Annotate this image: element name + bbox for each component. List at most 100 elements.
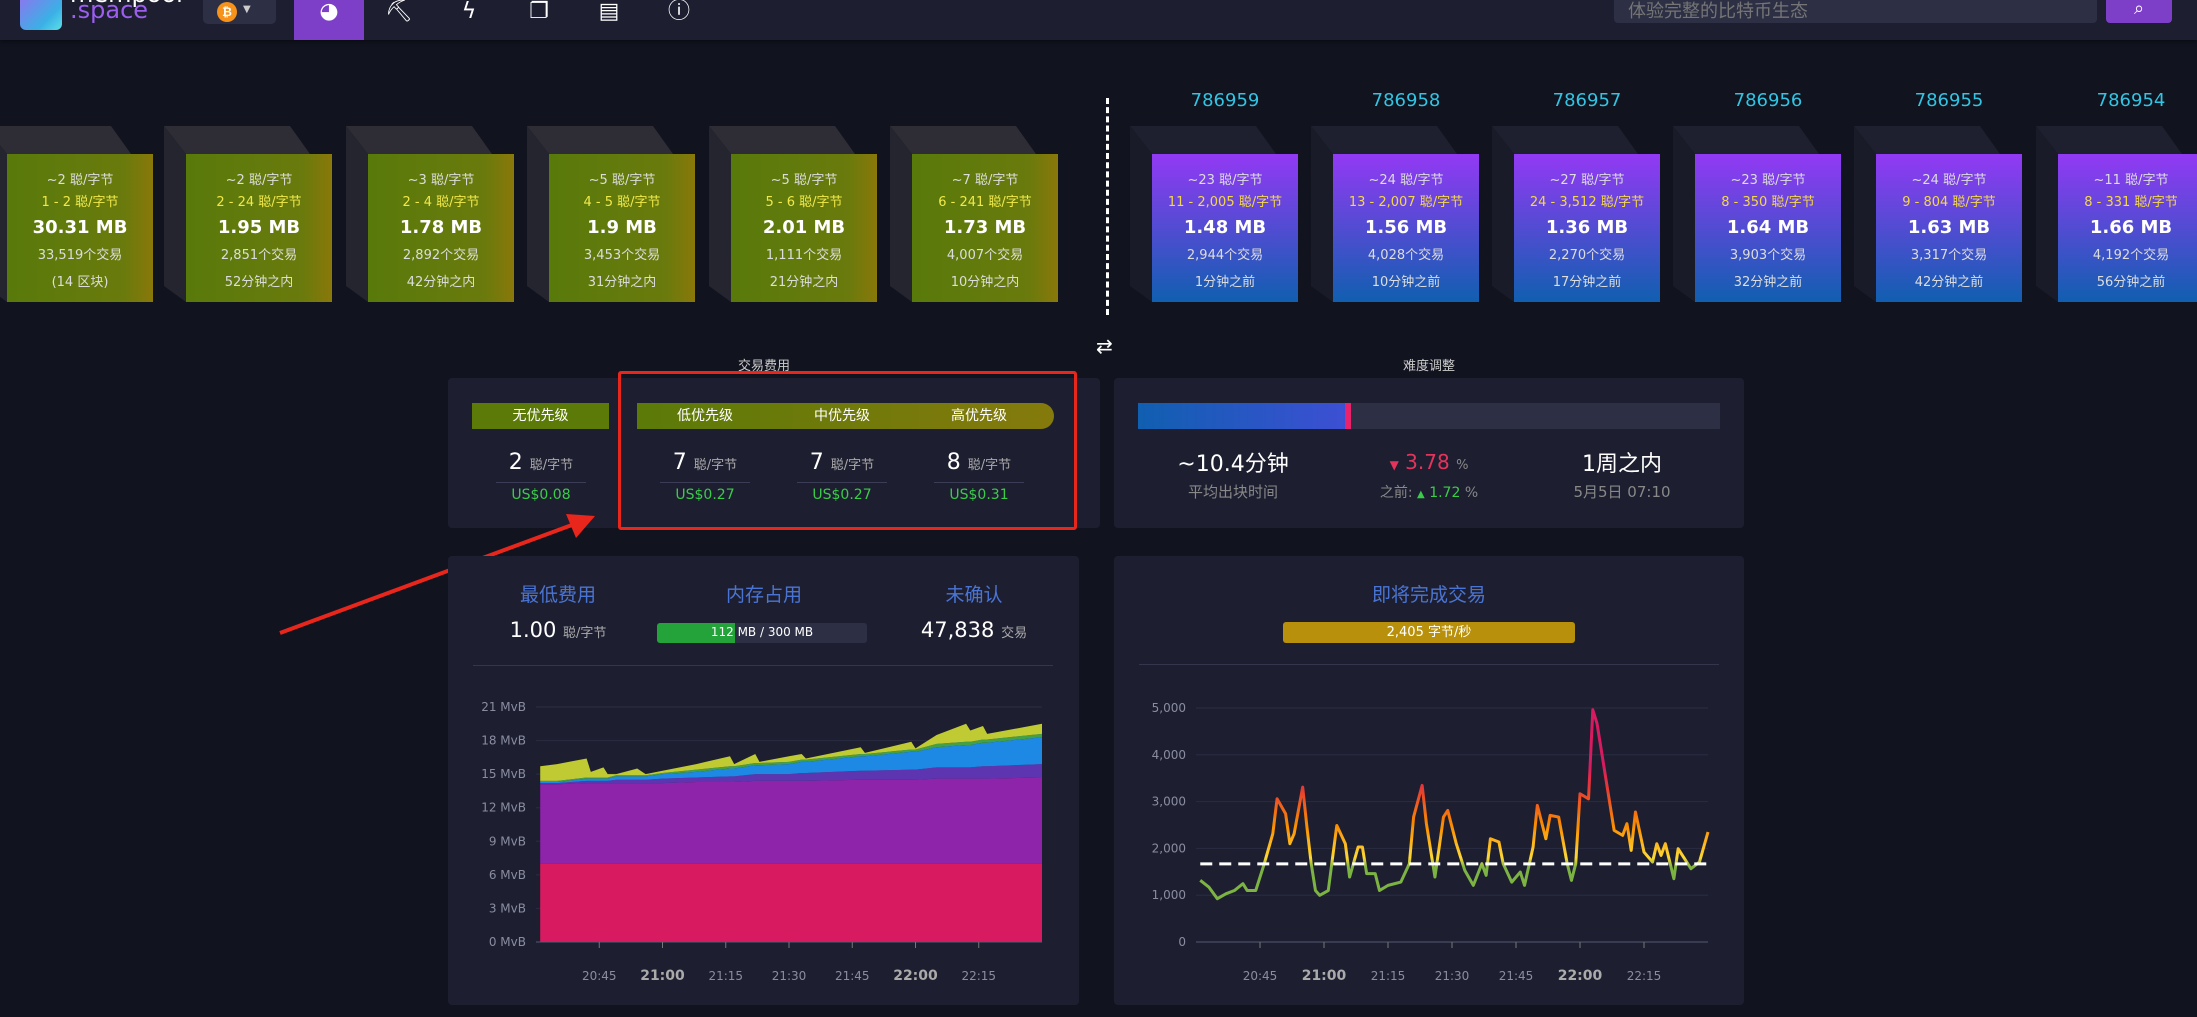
difficulty-change-value: 3.78	[1405, 450, 1450, 474]
mempool-block[interactable]: ~2 聪/字节 2 - 24 聪/字节 1.95 MB 2,851个交易 52分钟之内	[164, 126, 334, 302]
mempool-size-chart[interactable]: 0 MvB 3 MvB 6 MvB 9 MvB 12 MvB 15 MvB 18 MvB 21…	[448, 690, 1079, 990]
block-top-face	[164, 126, 310, 154]
nav-mining[interactable]: ⛏	[364, 0, 434, 40]
fee-range: 2 - 4 聪/字节	[402, 195, 480, 210]
x-tick-label: 20:45	[582, 969, 617, 983]
mempool-block[interactable]: ~5 聪/字节 4 - 5 聪/字节 1.9 MB 3,453个交易 31分钟之内	[527, 126, 697, 302]
x-tick-label: 21:30	[772, 969, 807, 983]
difficulty-progress-bar	[1138, 403, 1720, 429]
up-arrow-icon: ▲	[1417, 489, 1425, 500]
median-fee: ~5 聪/字节	[588, 173, 656, 188]
medium-priority-label: 中优先级	[814, 408, 870, 424]
high-priority-label: 高优先级	[951, 408, 1007, 424]
mempool-block[interactable]: ~2 聪/字节 1 - 2 聪/字节 30.31 MB 33,519个交易 (14 区块…	[0, 126, 155, 302]
tx-count: 2,851个交易	[220, 248, 298, 263]
tx-count: 2,944个交易	[1186, 248, 1264, 263]
median-fee: ~23 聪/字节	[1187, 173, 1263, 188]
fee-range: 4 - 5 聪/字节	[583, 195, 661, 210]
block-side-face	[527, 126, 549, 302]
nav-lightning[interactable]: ϟ	[434, 0, 504, 40]
avg-block-time: ~10.4分钟	[1177, 452, 1289, 477]
confirmed-block[interactable]: ~11 聪/字节 8 - 331 聪/字节 1.66 MB 4,192个交易 56分钟之…	[2036, 126, 2197, 302]
lightning-icon: ϟ	[461, 0, 477, 24]
nav-blocks[interactable]: ❐	[504, 0, 574, 40]
block-size: 1.48 MB	[1183, 217, 1267, 238]
confirmed-block[interactable]: ~24 聪/字节 9 - 804 聪/字节 1.63 MB 3,317个交易 42分钟之…	[1854, 126, 2024, 302]
divider	[1139, 664, 1719, 665]
block-size: 1.63 MB	[1907, 217, 1991, 238]
block-age: 17分钟之前	[1552, 275, 1622, 290]
block-side-face	[2036, 126, 2058, 302]
block-side-face	[1854, 126, 1876, 302]
nav-dashboard[interactable]: ◕	[294, 0, 364, 40]
min-fee-unit: 聪/字节	[563, 626, 607, 641]
avg-block-time-label: 平均出块时间	[1187, 483, 1278, 501]
incoming-tx-chart[interactable]: 0 1,000 2,000 3,000 4,000 5,000 20:45 21:00 21:1…	[1114, 690, 1744, 990]
block-size: 1.9 MB	[587, 217, 657, 238]
tx-count: 1,111个交易	[765, 248, 843, 263]
confirmed-block[interactable]: ~27 聪/字节 24 - 3,512 聪/字节 1.36 MB 2,270个交易 17…	[1492, 126, 1662, 302]
median-fee: ~5 聪/字节	[770, 173, 838, 188]
confirmed-block[interactable]: ~23 聪/字节 11 - 2,005 聪/字节 1.48 MB 2,944个交易 1分…	[1130, 126, 1300, 302]
tx-count: 2,892个交易	[402, 248, 480, 263]
block-height-link[interactable]: 786959	[1190, 90, 1260, 111]
block-front: ~23 聪/字节 8 - 350 聪/字节 1.64 MB 3,903个交易 32分钟之…	[1695, 154, 1841, 302]
block-top-face	[1311, 126, 1457, 154]
fee-range: 8 - 350 聪/字节	[1721, 195, 1815, 210]
logo-text[interactable]: .space	[70, 0, 149, 24]
block-front: ~2 聪/字节 1 - 2 聪/字节 30.31 MB 33,519个交易 (14 区块…	[7, 154, 153, 302]
tx-count: 3,317个交易	[1910, 248, 1988, 263]
mempool-logo-icon[interactable]	[20, 0, 62, 30]
block-height-link[interactable]: 786956	[1733, 90, 1803, 111]
swap-direction-icon[interactable]: ⇄	[1096, 334, 1113, 358]
fee-range: 2 - 24 聪/字节	[216, 195, 302, 210]
logo-text-top: mempool	[70, 0, 183, 6]
block-height-link[interactable]: 786954	[2096, 90, 2166, 111]
memory-usage-fill	[657, 623, 736, 643]
y-tick-label: 12 MvB	[481, 801, 526, 815]
y-tick-label: 5,000	[1152, 701, 1186, 715]
network-selector[interactable]: ₿ ▼	[203, 0, 276, 24]
nav-about[interactable]: ⓘ	[644, 0, 714, 40]
tx-count: 4,028个交易	[1367, 248, 1445, 263]
difficulty-change: ▼ 3.78 %	[1309, 450, 1549, 474]
tx-count: 3,453个交易	[583, 248, 661, 263]
block-size: 1.95 MB	[217, 217, 301, 238]
confirmed-block[interactable]: ~23 聪/字节 8 - 350 聪/字节 1.64 MB 3,903个交易 32分钟之…	[1673, 126, 1843, 302]
mempool-block[interactable]: ~5 聪/字节 5 - 6 聪/字节 2.01 MB 1,111个交易 21分钟之内	[709, 126, 879, 302]
block-front: ~2 聪/字节 2 - 24 聪/字节 1.95 MB 2,851个交易 52分钟之内	[186, 154, 332, 302]
block-height-link[interactable]: 786958	[1371, 90, 1441, 111]
block-front: ~5 聪/字节 4 - 5 聪/字节 1.9 MB 3,453个交易 31分钟之内	[549, 154, 695, 302]
previous-change-value: 1.72	[1429, 485, 1461, 501]
block-height-link[interactable]: 786957	[1552, 90, 1622, 111]
block-side-face	[1673, 126, 1695, 302]
fee-range: 8 - 331 聪/字节	[2084, 195, 2178, 210]
search-icon: ⌕	[2133, 0, 2145, 19]
chevron-down-icon: ▼	[243, 4, 251, 15]
fee-range: 13 - 2,007 聪/字节	[1348, 195, 1464, 210]
x-tick-label: 21:15	[708, 969, 743, 983]
annotation-arrow	[279, 514, 595, 635]
mempool-block[interactable]: ~7 聪/字节 6 - 241 聪/字节 1.73 MB 4,007个交易 10分钟之内	[890, 126, 1060, 302]
incoming-tx-line	[1199, 708, 1710, 901]
tx-count: 33,519个交易	[37, 248, 123, 263]
block-size: 1.73 MB	[943, 217, 1027, 238]
difficulty-eta: 1周之内	[1582, 452, 1662, 477]
eta: 21分钟之内	[769, 275, 839, 290]
nav-docs[interactable]: ▤	[574, 0, 644, 40]
difficulty-title: 难度调整	[1402, 359, 1455, 374]
confirmed-block[interactable]: ~24 聪/字节 13 - 2,007 聪/字节 1.56 MB 4,028个交易 10…	[1311, 126, 1481, 302]
area-series-3	[540, 737, 1042, 784]
fee-range: 9 - 804 聪/字节	[1902, 195, 1996, 210]
y-tick-label: 15 MvB	[481, 767, 526, 781]
block-size: 1.56 MB	[1364, 217, 1448, 238]
tx-count: 4,192个交易	[2092, 248, 2170, 263]
block-front: ~23 聪/字节 11 - 2,005 聪/字节 1.48 MB 2,944个交易 1分…	[1152, 154, 1298, 302]
fee-rate-value: 8	[946, 450, 961, 475]
fee-rate-value: 2	[508, 450, 523, 475]
search-button[interactable]: ⌕	[2106, 0, 2172, 23]
block-height-link[interactable]: 786955	[1914, 90, 1984, 111]
fee-rate-value: 7	[809, 450, 824, 475]
search-input[interactable]	[1614, 0, 2097, 23]
mempool-block[interactable]: ~3 聪/字节 2 - 4 聪/字节 1.78 MB 2,892个交易 42分钟之内	[346, 126, 516, 302]
